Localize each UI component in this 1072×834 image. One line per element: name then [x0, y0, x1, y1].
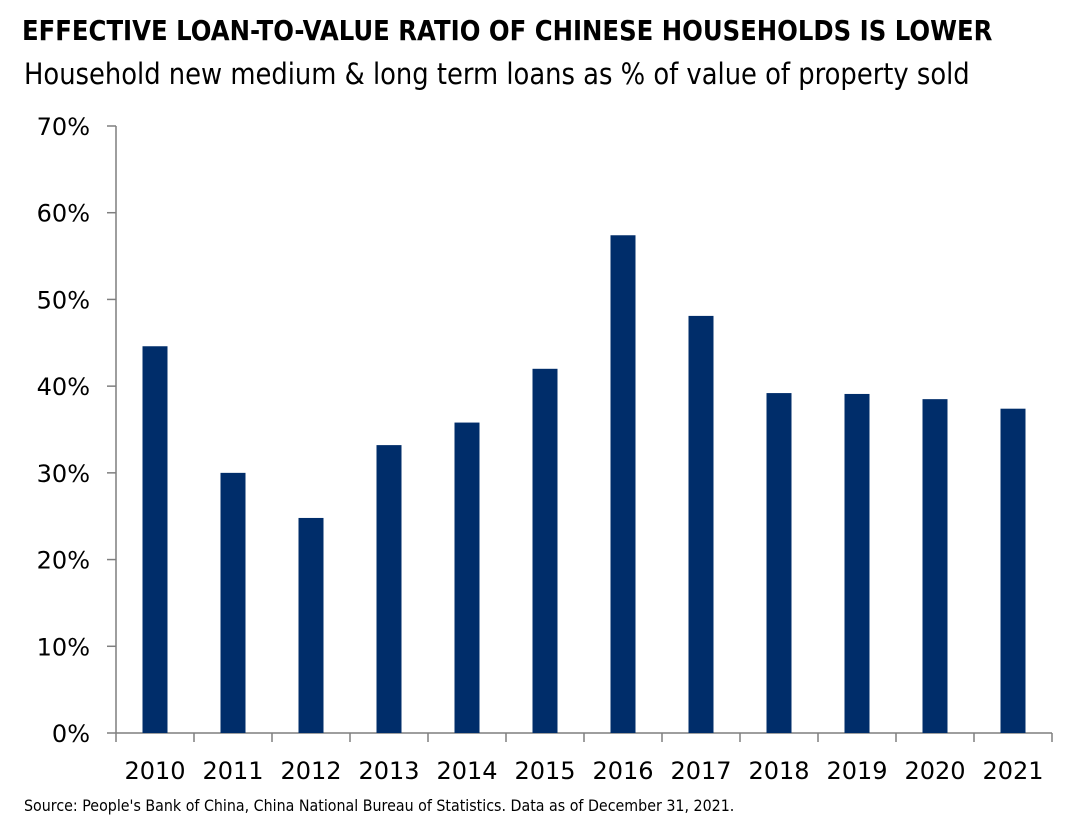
bar-2021	[1000, 408, 1026, 733]
y-tick-label: 0%	[52, 720, 90, 748]
y-tick-label: 20%	[37, 547, 90, 575]
y-tick-label: 30%	[37, 460, 90, 488]
x-tick-label: 2012	[280, 757, 341, 785]
x-tick-label: 2018	[748, 757, 809, 785]
x-tick-label: 2017	[670, 757, 731, 785]
x-tick-label: 2019	[826, 757, 887, 785]
y-axis: 0% 10% 20% 30% 40% 50% 60% 70%	[37, 113, 117, 748]
bar-2018	[766, 393, 792, 733]
y-tick-label: 70%	[37, 113, 90, 141]
y-tick-label: 50%	[37, 286, 90, 314]
chart-subtitle: Household new medium & long term loans a…	[24, 57, 970, 91]
x-tick-label: 2014	[436, 757, 497, 785]
bar-2015	[532, 368, 558, 733]
bar-2010	[142, 346, 168, 733]
bar-2017	[688, 315, 714, 733]
y-tick-label: 40%	[37, 373, 90, 401]
y-tick-label: 60%	[37, 200, 90, 228]
bar-2013	[376, 445, 402, 733]
bar-2012	[298, 517, 324, 733]
source-note: Source: People's Bank of China, China Na…	[24, 796, 735, 815]
x-tick-label: 2011	[202, 757, 263, 785]
x-tick-label: 2016	[592, 757, 653, 785]
x-axis: 2010 2011 2012 2013 2014 2015 2016 2017 2018 2019…	[115, 732, 1053, 785]
bars	[142, 235, 1026, 733]
x-tick-label: 2015	[514, 757, 575, 785]
x-tick-label: 2013	[358, 757, 419, 785]
bar-2016	[610, 235, 636, 733]
chart-title: EFFECTIVE LOAN-TO-VALUE RATIO OF CHINESE…	[22, 14, 993, 47]
bar-2019	[844, 393, 870, 733]
x-tick-label: 2020	[904, 757, 965, 785]
bar-2020	[922, 399, 948, 733]
y-tick-label: 10%	[37, 633, 90, 661]
x-tick-label: 2010	[124, 757, 185, 785]
bar-2011	[220, 472, 246, 733]
bar-2014	[454, 422, 480, 733]
x-tick-label: 2021	[982, 757, 1043, 785]
